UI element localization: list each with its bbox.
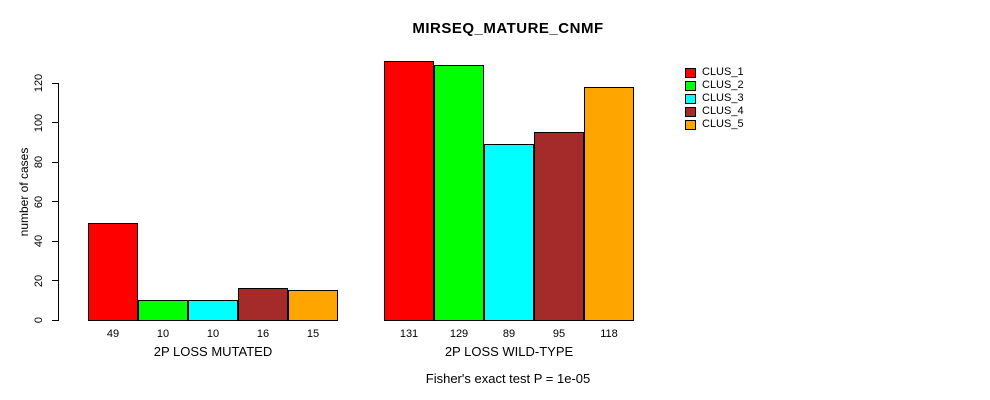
y-tick-label: 100	[33, 113, 45, 132]
bar-clus_4-group1	[238, 288, 288, 321]
y-tick-mark	[52, 82, 58, 84]
legend-label: CLUS_3	[702, 92, 744, 104]
y-tick-label: 20	[33, 274, 45, 287]
bar-clus_5-group2	[584, 86, 634, 321]
bar-value-label: 16	[256, 328, 270, 340]
y-tick-mark	[52, 319, 58, 321]
fisher-test-annotation: Fisher's exact test P = 1e-05	[425, 371, 591, 386]
y-tick-mark	[52, 122, 58, 123]
y-axis-label: number of cases	[17, 147, 31, 237]
legend-item: CLUS_1	[685, 66, 744, 79]
group-label: 2P LOSS WILD-TYPE	[444, 344, 574, 359]
y-tick-label: 60	[33, 195, 45, 208]
legend-item: CLUS_4	[685, 105, 744, 118]
bar-value-label: 89	[502, 328, 516, 340]
bar-clus_1-group2	[384, 61, 434, 321]
bar-clus_3-group1	[188, 300, 238, 321]
bar-clus_2-group2	[434, 65, 484, 321]
group-label: 2P LOSS MUTATED	[153, 344, 273, 359]
legend-swatch-icon	[685, 106, 696, 117]
legend-label: CLUS_4	[702, 105, 744, 117]
y-tick-mark	[52, 161, 58, 163]
bar-value-label: 95	[552, 328, 566, 340]
bar-value-label: 129	[449, 328, 469, 340]
y-axis-line	[58, 83, 59, 321]
legend-item: CLUS_5	[685, 118, 744, 131]
bar-clus_4-group2	[534, 132, 584, 321]
y-tick-mark	[52, 280, 58, 281]
legend-label: CLUS_1	[702, 66, 744, 78]
bar-value-label: 118	[600, 328, 618, 340]
bar-clus_1-group1	[88, 223, 138, 321]
legend-label: CLUS_2	[702, 79, 744, 91]
bar-value-label: 15	[306, 328, 320, 340]
y-tick-label: 120	[33, 73, 45, 93]
bar-value-label: 131	[399, 328, 419, 340]
legend-swatch-icon	[685, 67, 696, 78]
y-tick-label: 40	[33, 234, 45, 248]
legend-swatch-icon	[685, 93, 696, 104]
bar-value-label: 10	[156, 328, 170, 340]
y-tick-label: 80	[33, 155, 45, 169]
y-tick-mark	[52, 201, 58, 202]
legend-item: CLUS_3	[685, 92, 744, 105]
chart-title: MIRSEQ_MATURE_CNMF	[412, 20, 604, 37]
bar-clus_5-group1	[288, 290, 338, 321]
bar-value-label: 10	[206, 328, 220, 340]
legend-label: CLUS_5	[702, 118, 744, 130]
y-tick-label: 0	[33, 316, 45, 324]
bar-clus_2-group1	[138, 300, 188, 321]
legend: CLUS_1 CLUS_2 CLUS_3 CLUS_4 CLUS_5	[685, 66, 744, 131]
y-tick-mark	[52, 240, 58, 242]
legend-swatch-icon	[685, 119, 696, 130]
bar-value-label: 49	[106, 328, 120, 340]
legend-item: CLUS_2	[685, 79, 744, 92]
bar-clus_3-group2	[484, 144, 534, 321]
legend-swatch-icon	[685, 80, 696, 91]
